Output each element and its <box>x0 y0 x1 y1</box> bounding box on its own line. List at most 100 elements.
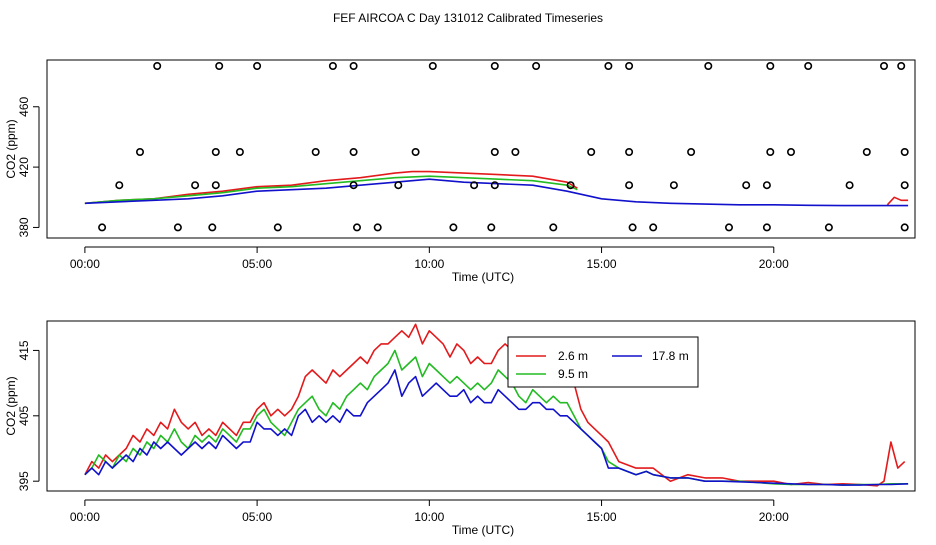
panel-bottom: 00:00 05:00 10:00 15:00 20:00 395 405 415 Time… <box>4 320 916 537</box>
status-marker <box>845 181 854 190</box>
status-marker <box>900 223 909 232</box>
panel-bottom-ylabel: CO2 (ppm) <box>4 376 18 435</box>
x-tick-label: 00:00 <box>70 510 100 524</box>
legend: 2.6 m 9.5 m 17.8 m <box>507 336 699 388</box>
status-marker <box>897 61 906 70</box>
x-tick-label: 05:00 <box>242 510 272 524</box>
status-marker <box>215 61 224 70</box>
status-marker <box>604 61 613 70</box>
status-marker <box>490 148 499 157</box>
status-marker <box>470 181 479 190</box>
status-marker <box>649 223 658 232</box>
status-marker <box>428 61 437 70</box>
status-marker <box>762 223 771 232</box>
x-tick-label: 10:00 <box>414 510 444 524</box>
y-tick-label: 395 <box>17 471 31 491</box>
status-marker <box>136 148 145 157</box>
legend-label-17-8m: 17.8 m <box>652 349 689 363</box>
panel-top-x-axis: 00:00 05:00 10:00 15:00 20:00 <box>70 246 789 271</box>
status-marker <box>900 181 909 190</box>
series-line-9-5-m <box>84 349 909 486</box>
status-marker <box>208 223 217 232</box>
status-marker <box>862 148 871 157</box>
panel-bottom-frame <box>46 320 916 492</box>
status-marker <box>532 61 541 70</box>
status-marker <box>349 61 358 70</box>
status-marker <box>211 181 220 190</box>
status-marker <box>173 223 182 232</box>
status-marker <box>349 148 358 157</box>
status-marker <box>762 181 771 190</box>
panel-top-xlabel: Time (UTC) <box>452 270 514 284</box>
status-marker <box>211 148 220 157</box>
status-marker <box>153 61 162 70</box>
y-tick-label: 420 <box>17 157 31 177</box>
status-marker <box>625 181 634 190</box>
y-tick-label: 460 <box>17 96 31 116</box>
status-marker <box>687 148 696 157</box>
x-tick-label: 20:00 <box>759 510 789 524</box>
status-marker <box>98 223 107 232</box>
status-marker <box>349 181 358 190</box>
status-marker <box>900 148 909 157</box>
status-marker <box>804 61 813 70</box>
status-marker <box>766 61 775 70</box>
y-tick-label: 405 <box>17 405 31 425</box>
status-marker <box>487 223 496 232</box>
x-tick-label: 20:00 <box>759 257 789 271</box>
series-line-2-6-m-late- <box>886 196 909 206</box>
series-line-17-8-m <box>84 369 909 486</box>
status-marker <box>511 148 520 157</box>
status-marker <box>824 223 833 232</box>
status-marker <box>394 181 403 190</box>
status-marker <box>549 223 558 232</box>
status-marker <box>449 223 458 232</box>
panel-top-ylabel: CO2 (ppm) <box>4 119 18 178</box>
panel-bottom-series <box>84 323 909 487</box>
series-line-2-6-m <box>84 170 578 205</box>
status-marker <box>625 148 634 157</box>
status-marker <box>273 223 282 232</box>
x-tick-label: 10:00 <box>414 257 444 271</box>
status-marker <box>352 223 361 232</box>
status-marker <box>669 181 678 190</box>
status-marker <box>587 148 596 157</box>
y-tick-label: 380 <box>17 217 31 237</box>
series-line-2-6-m <box>84 323 906 487</box>
panel-top-markers <box>98 61 909 232</box>
status-marker <box>235 148 244 157</box>
status-marker <box>704 61 713 70</box>
status-marker <box>786 148 795 157</box>
status-marker <box>490 181 499 190</box>
legend-label-9-5m: 9.5 m <box>558 367 588 381</box>
status-marker <box>490 61 499 70</box>
x-tick-label: 15:00 <box>587 257 617 271</box>
panel-bottom-xlabel: Time (UTC) <box>452 523 514 537</box>
status-marker <box>253 61 262 70</box>
panel-top-frame <box>46 59 916 239</box>
status-marker <box>628 223 637 232</box>
status-marker <box>328 61 337 70</box>
status-marker <box>311 148 320 157</box>
page-title: FEF AIRCOA C Day 131012 Calibrated Times… <box>333 11 603 25</box>
status-marker <box>191 181 200 190</box>
panel-top-y-axis: 380 420 460 <box>17 96 40 237</box>
y-tick-label: 415 <box>17 340 31 360</box>
legend-label-2-6m: 2.6 m <box>558 349 588 363</box>
panel-bottom-x-axis: 00:00 05:00 10:00 15:00 20:00 <box>70 499 789 524</box>
series-line-9-5-m <box>84 175 578 205</box>
status-marker <box>373 223 382 232</box>
status-marker <box>724 223 733 232</box>
panel-bottom-y-axis: 395 405 415 <box>17 340 40 491</box>
status-marker <box>566 181 575 190</box>
status-marker <box>411 148 420 157</box>
status-marker <box>742 181 751 190</box>
x-tick-label: 15:00 <box>587 510 617 524</box>
legend-box <box>507 336 699 388</box>
panel-top: 00:00 05:00 10:00 15:00 20:00 380 420 460 Time… <box>4 59 916 284</box>
status-marker <box>766 148 775 157</box>
status-marker <box>115 181 124 190</box>
x-tick-label: 05:00 <box>242 257 272 271</box>
status-marker <box>625 61 634 70</box>
